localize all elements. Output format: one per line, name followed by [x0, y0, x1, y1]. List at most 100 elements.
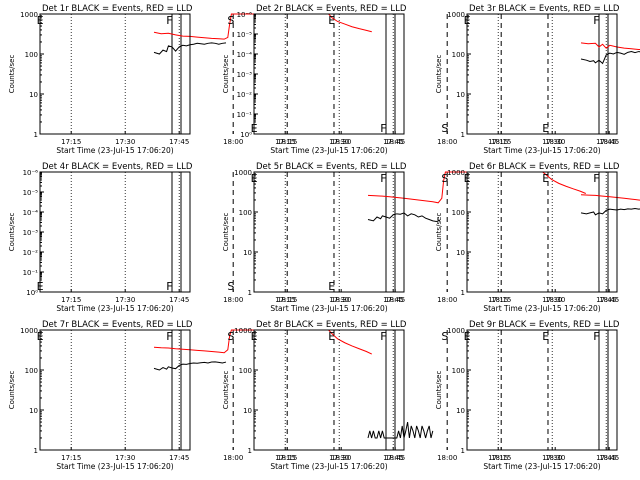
x-tick-label: 18:30	[331, 454, 351, 462]
interval-marker-s: S	[441, 122, 448, 135]
y-tick-label: 10	[456, 407, 465, 415]
y-tick-label: 100	[452, 209, 465, 217]
y-tick-label: 100	[25, 367, 38, 375]
y-tick-label: 10	[456, 91, 465, 99]
panel-6: Det 6r BLACK = Events, RED = LLDEFSE1101…	[435, 162, 640, 313]
x-tick-label: 18:15	[491, 454, 511, 462]
y-tick-label: 10	[243, 249, 252, 257]
interval-marker-e: E	[328, 14, 335, 27]
y-tick-label: 10⁻²	[23, 249, 39, 257]
interval-marker-f: F	[166, 280, 172, 293]
y-axis-label: Counts/sec	[8, 371, 16, 410]
interval-marker-s: S	[441, 330, 448, 343]
y-tick-label: 10	[29, 407, 38, 415]
y-tick-label: 10⁰	[240, 131, 252, 139]
x-axis-label: Start Time (23-Jul-15 17:06:20)	[56, 462, 173, 471]
y-tick-label: 100	[25, 51, 38, 59]
x-tick-label: 17:45	[169, 138, 189, 146]
y-axis-label: Counts/sec	[222, 213, 230, 252]
x-tick-label: 17:45	[383, 454, 403, 462]
x-tick-label: 17:45	[169, 296, 189, 304]
x-axis-label: Start Time (23-Jul-15 17:06:20)	[270, 304, 387, 313]
x-axis-label: Start Time (23-Jul-15 17:06:20)	[483, 304, 600, 313]
x-axis-label: Start Time (23-Jul-15 17:06:20)	[270, 146, 387, 155]
x-tick-label: 18:00	[223, 138, 243, 146]
x-tick-label: 17:30	[329, 454, 349, 462]
interval-marker-e: E	[542, 172, 549, 185]
x-tick-label: 18:15	[277, 296, 297, 304]
y-axis-label: Counts/sec	[222, 371, 230, 410]
events-series-line	[367, 421, 434, 439]
lld-series-line	[153, 329, 373, 355]
x-tick-label: 17:30	[115, 296, 135, 304]
x-tick-label: 18:30	[331, 296, 351, 304]
plot-frame	[466, 13, 618, 135]
interval-marker-f: F	[380, 330, 386, 343]
x-tick-label: 17:30	[115, 138, 135, 146]
x-tick-label: 17:15	[61, 296, 81, 304]
x-tick-label: 17:30	[542, 138, 562, 146]
x-tick-label: 18:45	[599, 454, 619, 462]
interval-marker-e: E	[328, 330, 335, 343]
x-tick-label: 17:15	[488, 454, 508, 462]
panel-title: Det 6r BLACK = Events, RED = LLD	[469, 162, 620, 172]
y-tick-label: 100	[452, 51, 465, 59]
plot-frame	[466, 171, 618, 293]
interval-marker-f: F	[166, 330, 172, 343]
y-tick-label: 1	[34, 447, 38, 455]
panel-title: Det 2r BLACK = Events, RED = LLD	[256, 4, 407, 14]
x-tick-label: 18:30	[545, 296, 565, 304]
y-tick-label: 1000	[234, 169, 252, 177]
y-tick-label: 1	[34, 131, 38, 139]
x-tick-label: 17:45	[596, 138, 616, 146]
y-tick-label: 10⁻⁵	[237, 31, 253, 39]
y-tick-label: 1	[248, 289, 252, 297]
x-tick-label: 18:15	[491, 296, 511, 304]
y-axis-label: Counts/sec	[435, 213, 443, 252]
y-tick-label: 1	[461, 289, 465, 297]
x-tick-label: 18:30	[545, 138, 565, 146]
y-tick-label: 10⁻²	[237, 91, 253, 99]
x-tick-label: 17:45	[383, 296, 403, 304]
lld-series-line	[580, 42, 640, 50]
x-tick-label: 18:45	[385, 454, 405, 462]
lld-series-line	[153, 13, 372, 40]
y-tick-label: 100	[452, 367, 465, 375]
y-tick-label: 10⁻⁶	[23, 169, 39, 177]
x-tick-label: 17:30	[542, 454, 562, 462]
x-tick-label: 18:15	[277, 138, 297, 146]
x-tick-label: 18:45	[385, 138, 405, 146]
events-series-line	[580, 51, 640, 65]
y-axis-label: Counts/sec	[8, 213, 16, 252]
y-axis-label: Counts/sec	[222, 55, 230, 94]
y-tick-label: 10⁻¹	[23, 269, 39, 277]
panel-3: Det 3r BLACK = Events, RED = LLDEFSE1101…	[435, 4, 640, 155]
x-tick-label: 18:45	[599, 296, 619, 304]
y-tick-label: 10⁰	[26, 289, 38, 297]
panel-title: Det 8r BLACK = Events, RED = LLD	[256, 320, 407, 330]
plot-frame	[466, 329, 618, 451]
y-tick-label: 10⁻³	[237, 71, 253, 79]
interval-marker-f: F	[166, 14, 172, 27]
x-tick-label: 17:15	[488, 296, 508, 304]
x-tick-label: 17:15	[61, 138, 81, 146]
interval-marker-f: F	[380, 122, 386, 135]
x-axis-label: Start Time (23-Jul-15 17:06:20)	[483, 462, 600, 471]
plot-frame	[253, 13, 405, 135]
panel-title: Det 5r BLACK = Events, RED = LLD	[256, 162, 407, 172]
y-tick-label: 10	[456, 249, 465, 257]
x-tick-label: 18:45	[599, 138, 619, 146]
x-tick-label: 17:15	[488, 138, 508, 146]
y-tick-label: 100	[239, 367, 252, 375]
panel-title: Det 9r BLACK = Events, RED = LLD	[469, 320, 620, 330]
y-tick-label: 1000	[234, 327, 252, 335]
interval-marker-f: F	[593, 330, 599, 343]
interval-marker-s: S	[227, 330, 234, 343]
interval-marker-e: E	[542, 122, 549, 135]
y-tick-label: 10⁻³	[23, 229, 39, 237]
plot-frame	[253, 171, 405, 293]
